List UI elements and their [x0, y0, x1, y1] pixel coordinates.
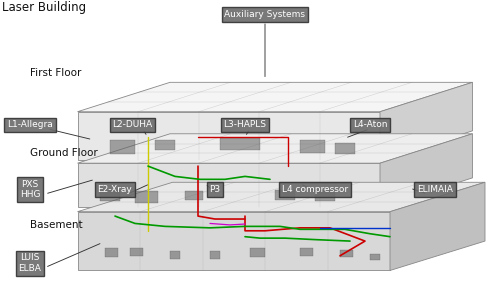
Bar	[130, 248, 142, 256]
Text: L1-Allegra: L1-Allegra	[7, 121, 53, 129]
Polygon shape	[380, 82, 472, 160]
Bar	[275, 190, 295, 200]
Bar	[185, 191, 202, 200]
Text: L3-HAPLS: L3-HAPLS	[224, 121, 266, 129]
Polygon shape	[78, 112, 380, 160]
Bar	[105, 248, 118, 257]
Polygon shape	[380, 134, 472, 207]
Bar	[110, 140, 135, 154]
Bar	[220, 138, 260, 150]
Bar	[135, 191, 158, 203]
Text: Auxiliary Systems: Auxiliary Systems	[224, 10, 306, 19]
Bar	[300, 140, 325, 153]
Text: Basement: Basement	[30, 220, 82, 230]
Bar	[370, 254, 380, 260]
Text: LUIS
ELBA: LUIS ELBA	[18, 253, 42, 273]
Text: Ground Floor: Ground Floor	[30, 148, 98, 158]
Text: ELIMAIA: ELIMAIA	[417, 185, 453, 194]
Polygon shape	[390, 182, 485, 270]
Text: L2-DUHA: L2-DUHA	[112, 121, 152, 129]
Polygon shape	[78, 212, 390, 270]
Bar	[155, 140, 175, 150]
Bar	[335, 143, 355, 154]
Text: L4-Aton: L4-Aton	[353, 121, 387, 129]
Text: P3: P3	[210, 185, 220, 194]
Polygon shape	[78, 82, 472, 112]
Bar	[300, 248, 312, 256]
Bar	[170, 251, 180, 259]
Polygon shape	[78, 182, 485, 212]
Bar	[315, 190, 335, 201]
Bar	[340, 250, 352, 257]
Polygon shape	[78, 163, 380, 207]
Text: E2-Xray: E2-Xray	[98, 185, 132, 194]
Text: L4 compressor: L4 compressor	[282, 185, 348, 194]
Bar	[250, 248, 265, 257]
Text: PXS
HHG: PXS HHG	[20, 180, 40, 199]
Bar	[210, 251, 220, 259]
Text: First Floor: First Floor	[30, 69, 82, 78]
Text: Laser Building: Laser Building	[2, 1, 86, 14]
Bar	[100, 190, 120, 201]
Polygon shape	[78, 134, 472, 163]
